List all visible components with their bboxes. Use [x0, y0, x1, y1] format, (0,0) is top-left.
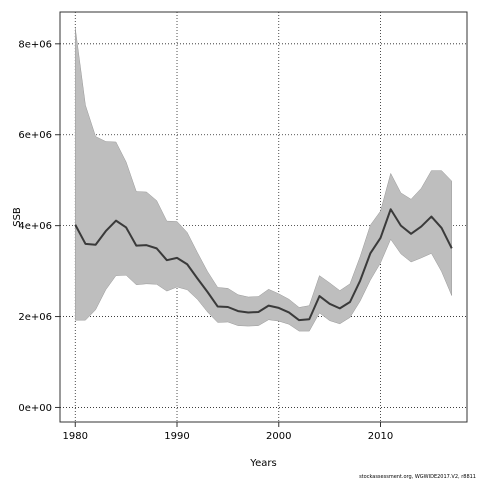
x-tick-label-1980: 1980	[63, 431, 88, 442]
y-tick-label-4e+06: 4e+06	[18, 221, 52, 232]
x-axis: 1980 1990 2000 2010	[63, 422, 393, 442]
y-tick-label-8e+06: 8e+06	[18, 39, 52, 50]
y-tick-label-0e+00: 0e+00	[18, 403, 52, 414]
y-axis: 0e+00 2e+06 4e+06 6e+06 8e+06	[18, 39, 60, 414]
ssb-estimate-line	[74, 208, 453, 322]
y-tick-label-2e+06: 2e+06	[18, 312, 52, 323]
x-axis-label: Years	[249, 458, 276, 469]
y-axis-label: SSB	[12, 207, 23, 227]
y-tick-label-6e+06: 6e+06	[18, 130, 52, 141]
credit-text: stockassessment.org, WGWIDE2017.V2, r881…	[359, 474, 476, 480]
plot-frame	[59, 11, 468, 423]
x-tick-label-1990: 1990	[164, 431, 189, 442]
x-tick-label-2010: 2010	[368, 431, 393, 442]
x-tick-label-2000: 2000	[266, 431, 291, 442]
confidence-band	[75, 27, 452, 332]
